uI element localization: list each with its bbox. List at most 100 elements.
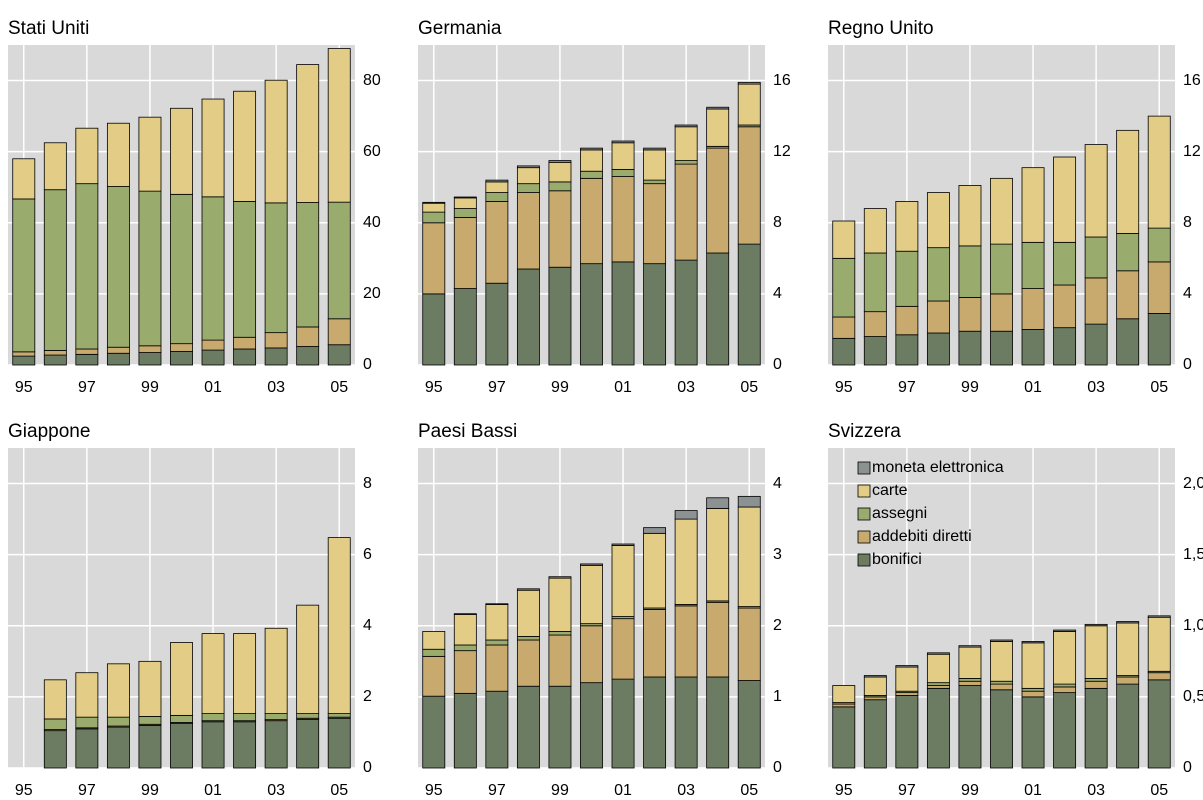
- bar-segment: [958, 646, 982, 679]
- bar-segment: [832, 337, 856, 366]
- y-tick-label: 40: [363, 214, 381, 231]
- bar-segment: [548, 631, 572, 636]
- bar-segment: [926, 332, 950, 366]
- bar-segment: [548, 266, 572, 366]
- bar-segment: [75, 348, 99, 355]
- bar-segment: [327, 201, 351, 320]
- bar-segment: [895, 692, 919, 696]
- bar-segment: [1116, 622, 1140, 676]
- bar-segment: [233, 713, 257, 722]
- bar-segment: [1084, 277, 1108, 325]
- y-tick-label: 8: [773, 214, 782, 231]
- bar-segment: [548, 161, 572, 183]
- bar-segment: [75, 127, 99, 185]
- bar-segment: [264, 713, 288, 721]
- bar-segment: [990, 293, 1013, 332]
- x-tick-label: 95: [15, 782, 33, 799]
- bar-segment: [43, 718, 67, 731]
- bar-segment: [516, 636, 540, 641]
- bar-segment: [1053, 327, 1077, 366]
- bar-segment: [895, 250, 919, 307]
- bar-segment: [43, 730, 67, 769]
- x-tick-label: 03: [677, 379, 695, 396]
- bar-segment: [43, 354, 67, 366]
- x-tick-label: 05: [330, 782, 348, 799]
- bar-segment: [138, 190, 162, 347]
- bar-segment: [296, 718, 320, 769]
- bar-segment: [958, 297, 982, 332]
- bar-segment: [990, 641, 1013, 682]
- x-tick-label: 03: [677, 782, 695, 799]
- bar-segment: [1116, 270, 1140, 320]
- x-tick-label: 99: [551, 782, 569, 799]
- legend-label: addebiti diretti: [872, 528, 972, 545]
- bar-segment: [706, 601, 730, 678]
- bar-segment: [75, 716, 99, 729]
- chart-title: Regno Unito: [828, 18, 934, 39]
- x-tick-label: 03: [267, 782, 285, 799]
- y-tick-label: 3: [773, 546, 782, 563]
- bar-segment: [296, 326, 320, 347]
- bar-segment: [422, 222, 446, 295]
- legend-label: carte: [872, 482, 908, 499]
- bar-segment: [12, 198, 36, 353]
- legend-label: moneta elettronica: [872, 459, 1004, 476]
- bar-segment: [516, 167, 540, 185]
- bar-segment: [485, 181, 509, 193]
- bar-segment: [75, 353, 99, 366]
- bar-segment: [1053, 156, 1077, 243]
- bar-segment: [737, 607, 761, 681]
- bar-segment: [548, 181, 572, 192]
- bar-segment: [453, 288, 477, 366]
- bar-segment: [201, 633, 225, 714]
- bar-segment: [863, 676, 887, 696]
- bar-segment: [422, 695, 446, 769]
- bar-segment: [832, 703, 856, 708]
- bar-segment: [201, 349, 225, 366]
- bar-segment: [453, 217, 477, 289]
- bar-segment: [1021, 642, 1045, 689]
- bar-segment: [264, 332, 288, 349]
- bar-segment: [233, 90, 257, 202]
- bar-segment: [1021, 241, 1045, 289]
- bar-segment: [1116, 621, 1140, 624]
- y-tick-label: 6: [363, 546, 372, 563]
- bar-segment: [674, 160, 698, 165]
- bar-segment: [611, 618, 635, 680]
- bar-segment: [863, 336, 887, 366]
- bar-segment: [674, 124, 698, 128]
- bar-segment: [895, 665, 919, 668]
- bar-segment: [264, 79, 288, 204]
- bar-segment: [1084, 623, 1108, 627]
- bar-segment: [926, 687, 950, 769]
- bar-segment: [12, 351, 36, 357]
- bar-segment: [422, 211, 446, 224]
- bar-segment: [1021, 690, 1045, 698]
- bar-segment: [926, 685, 950, 689]
- chart-title: Germania: [418, 18, 502, 39]
- y-tick-label: 0: [773, 759, 782, 776]
- bar-segment: [485, 690, 509, 769]
- x-tick-label: 99: [961, 379, 979, 396]
- bar-segment: [1053, 629, 1077, 632]
- bar-segment: [170, 642, 193, 716]
- x-tick-label: 01: [614, 379, 632, 396]
- bar-segment: [674, 510, 698, 520]
- bar-segment: [201, 196, 225, 341]
- bar-segment: [1084, 678, 1108, 682]
- bar-segment: [926, 247, 950, 302]
- bar-segment: [138, 116, 162, 192]
- x-tick-label: 03: [1087, 782, 1105, 799]
- bar-segment: [895, 305, 919, 336]
- x-tick-label: 05: [1150, 379, 1168, 396]
- bar-segment: [548, 634, 572, 687]
- chart-title: Svizzera: [828, 421, 901, 442]
- bar-segment: [296, 713, 320, 719]
- bar-segment: [12, 158, 36, 200]
- bar-segment: [990, 639, 1013, 642]
- bar-segment: [863, 311, 887, 337]
- y-tick-label: 12: [773, 143, 791, 160]
- bar-segment: [516, 183, 540, 193]
- bar-segment: [43, 142, 67, 191]
- bar-segment: [1053, 631, 1077, 685]
